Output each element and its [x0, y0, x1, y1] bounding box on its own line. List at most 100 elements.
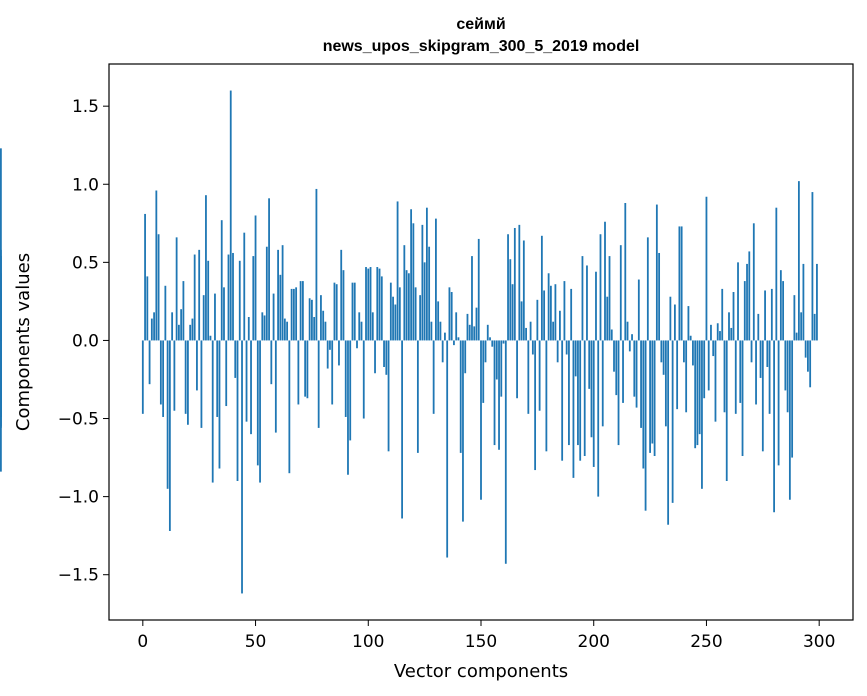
bar [437, 301, 440, 341]
x-axis-label: Vector components [394, 661, 568, 682]
bar [459, 340, 462, 453]
bar [157, 234, 160, 341]
bar [396, 201, 399, 341]
bar [768, 340, 771, 414]
bar [671, 340, 674, 503]
bar [256, 340, 259, 466]
bar [728, 312, 730, 341]
bar [232, 252, 234, 341]
bar [477, 238, 480, 341]
bar [164, 285, 167, 341]
x-axis-ticks: 0 50 100 150 200 250 300 [137, 620, 835, 652]
bar [734, 340, 737, 414]
bar [694, 340, 697, 449]
y-tick-label: 0.0 [72, 331, 99, 351]
bar [511, 284, 514, 341]
bar [362, 340, 365, 419]
bar [292, 288, 295, 341]
bar [398, 287, 401, 341]
bar [737, 262, 739, 341]
bar [236, 340, 239, 481]
bar [534, 340, 537, 471]
y-tick-label: 1.0 [72, 175, 99, 195]
bar [265, 246, 268, 341]
bar [351, 282, 354, 341]
bar [416, 340, 419, 453]
bar [335, 284, 338, 341]
bar [340, 249, 343, 341]
bar [184, 340, 187, 414]
bar [687, 306, 690, 341]
bar [500, 340, 503, 397]
bar [784, 340, 787, 391]
bar [225, 340, 228, 407]
bar [468, 324, 471, 341]
bar [144, 213, 146, 341]
bar [439, 321, 442, 341]
bar [0, 340, 2, 417]
bar [475, 307, 478, 341]
bar [317, 340, 320, 428]
bar [583, 340, 586, 457]
bar [766, 340, 769, 367]
bar [383, 340, 385, 367]
bar [750, 340, 753, 363]
y-tick-label: −0.5 [58, 410, 99, 430]
bar [491, 340, 494, 347]
bar [527, 340, 530, 414]
bar [678, 226, 681, 341]
bar [538, 340, 541, 411]
bar [651, 340, 654, 444]
bar [245, 340, 248, 422]
bar [175, 237, 178, 341]
bar [739, 340, 742, 403]
bar [716, 323, 719, 341]
bar [455, 312, 458, 341]
bar [495, 340, 498, 380]
bar [601, 340, 604, 427]
y-tick-label: 1.5 [72, 97, 99, 117]
bar [211, 340, 214, 483]
bar [631, 334, 633, 341]
bar [326, 340, 329, 369]
bar [698, 340, 701, 435]
bar [779, 270, 782, 341]
bar [223, 287, 225, 341]
y-tick-label: −1.0 [58, 488, 99, 508]
bar [182, 281, 185, 341]
bar [322, 310, 325, 341]
bar [159, 340, 162, 405]
bar [0, 148, 2, 341]
bar [586, 265, 588, 341]
bar [626, 321, 629, 341]
bar [315, 188, 318, 341]
bar [705, 196, 708, 341]
bar [401, 340, 403, 519]
bar [196, 340, 198, 391]
bar [755, 340, 757, 405]
bar [579, 340, 582, 461]
bar [241, 340, 243, 594]
bar [263, 315, 266, 341]
y-tick-label: 0.5 [72, 253, 99, 273]
bar [759, 340, 762, 378]
bar [473, 326, 476, 341]
bar [701, 340, 703, 489]
bar [338, 340, 340, 366]
bar [464, 340, 467, 374]
bar [707, 340, 710, 391]
bar [353, 282, 356, 341]
bar [568, 340, 570, 446]
bar [816, 263, 818, 341]
bar [757, 313, 760, 341]
bar [633, 340, 636, 397]
bar [741, 340, 744, 457]
bar [308, 298, 311, 341]
bar [599, 234, 602, 341]
x-tick-label: 250 [690, 632, 722, 652]
bar [238, 260, 241, 341]
bar [146, 276, 149, 341]
bar [581, 256, 584, 341]
bar [342, 270, 345, 341]
bar [378, 268, 381, 341]
